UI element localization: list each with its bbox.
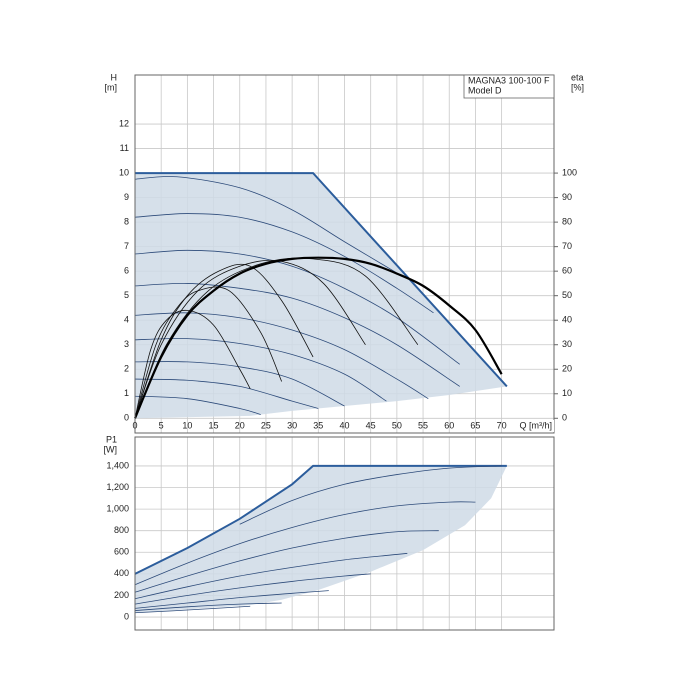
efficiency-curve [134,263,314,419]
performance-curve [134,213,434,314]
plot-frame [134,436,555,631]
y2-tick-label: 100 [562,167,577,177]
y-tick-label: 9 [124,192,129,202]
x-tick-label: 35 [313,420,323,430]
efficiency-curve [133,256,503,419]
y-tick-label: 0 [124,611,129,621]
y-tick-label: 11 [120,143,129,153]
x-label-bg [518,420,554,432]
performance-curve [134,552,408,600]
performance-curve [134,249,460,365]
y-tick-label: 10 [119,167,129,177]
curve-area [135,173,507,419]
x-tick-label: 10 [182,420,192,430]
plot-frame [134,74,555,434]
y2-tick-label: 40 [562,315,572,325]
performance-curve [239,465,502,525]
y-tick-label: 8 [124,216,129,226]
y-axis-label: P1 [106,434,117,444]
y-tick-label: 4 [124,315,129,325]
y2-axis-label: eta [571,72,584,82]
y-tick-label: 1,000 [106,503,129,513]
y2-tick-label: 90 [562,192,572,202]
y2-tick-label: 80 [562,216,572,226]
curve-area [135,465,507,613]
y-tick-label: 6 [124,266,129,276]
annotation: MAGNA3 100-100 F [468,75,550,85]
x-tick-label: 60 [444,420,454,430]
y-tick-label: 200 [114,590,129,600]
x-tick-label: 5 [159,420,164,430]
annotation: Model D [468,85,502,95]
efficiency-curve [134,309,251,419]
y2-tick-label: 50 [562,290,572,300]
max-curve [134,464,507,575]
x-tick-label: 50 [392,420,402,430]
x-tick-label: 55 [418,420,428,430]
x-axis-label: Q [m³/h] [519,420,552,430]
performance-curve [134,378,319,409]
max-curve [135,172,508,388]
performance-curve [134,361,345,407]
performance-curve [134,395,261,415]
y-tick-label: 5 [124,290,129,300]
performance-curve [134,530,439,593]
x-tick-label: 15 [209,420,219,430]
performance-curve [134,590,329,609]
y-tick-label: 3 [124,339,129,349]
performance-curve [134,605,251,614]
x-tick-label: 40 [339,420,349,430]
y-tick-label: 2 [124,364,129,374]
y2-tick-label: 30 [562,339,572,349]
annotation-box [463,74,555,99]
x-tick-label: 45 [366,420,376,430]
y-axis-label: [m] [105,82,118,92]
x-tick-label: 65 [470,420,480,430]
y2-tick-label: 60 [562,266,572,276]
efficiency-curve [134,259,366,419]
performance-curve [134,176,403,277]
y-tick-label: 400 [114,568,129,578]
y-tick-label: 0 [124,413,129,423]
performance-curve [134,282,460,387]
y2-tick-label: 70 [562,241,572,251]
y-tick-label: 1 [124,388,129,398]
performance-curve [134,573,371,605]
y-tick-label: 1,200 [106,482,129,492]
y-tick-label: 7 [124,241,129,251]
y2-tick-label: 0 [562,413,567,423]
y-axis-label: H [111,72,118,82]
x-tick-label: 25 [261,420,271,430]
y-tick-label: 600 [114,547,129,557]
x-tick-label: 30 [287,420,297,430]
x-tick-label: 0 [132,420,137,430]
x-tick-label: 20 [235,420,245,430]
y2-axis-label: [%] [571,82,584,92]
performance-curve [134,338,387,402]
y-axis-label: [W] [104,444,118,454]
y-tick-label: 800 [114,525,129,535]
y2-tick-label: 10 [562,388,572,398]
performance-curve [134,602,282,611]
performance-curve [134,501,476,586]
efficiency-curve [134,257,419,419]
y-tick-label: 12 [119,118,129,128]
x-tick-label: 70 [497,420,507,430]
y2-tick-label: 20 [562,364,572,374]
y-tick-label: 1,400 [106,460,129,470]
